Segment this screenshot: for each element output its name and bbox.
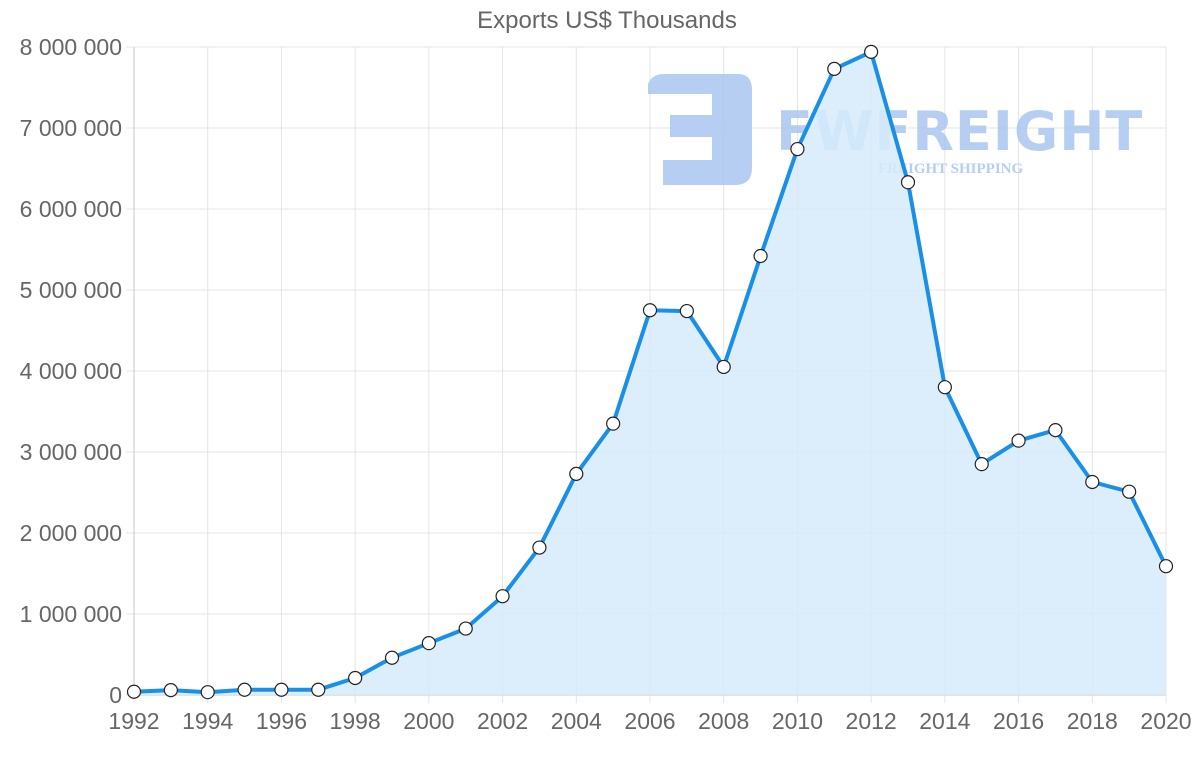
data-point-2004[interactable] — [569, 466, 584, 481]
chart-title: Exports US$ Thousands — [477, 7, 737, 34]
x-tick-label: 2012 — [846, 708, 897, 734]
data-points — [126, 44, 1174, 700]
x-tick-label: 2020 — [1140, 708, 1191, 734]
y-tick-label: 3 000 000 — [20, 439, 122, 465]
data-point-2020[interactable] — [1158, 559, 1174, 574]
data-point-2015[interactable] — [974, 457, 989, 472]
data-point-2001[interactable] — [458, 621, 473, 636]
y-tick-label: 8 000 000 — [20, 34, 122, 60]
x-tick-label: 1994 — [182, 708, 233, 734]
fwfreight-logo-icon — [648, 74, 752, 185]
y-tick-label: 5 000 000 — [20, 277, 122, 303]
data-point-2019[interactable] — [1122, 484, 1137, 499]
x-axis-ticks: 1992 1994 1996 1998 2000 2002 2004 2006 2008 2010… — [108, 708, 1191, 734]
y-tick-label: 7 000 000 — [20, 115, 122, 141]
data-point-2018[interactable] — [1085, 474, 1100, 490]
x-tick-label: 2014 — [919, 708, 970, 734]
x-tick-label: 1996 — [256, 708, 307, 734]
x-tick-label: 2006 — [624, 708, 675, 734]
data-point-2016[interactable] — [1011, 433, 1026, 448]
data-point-2017[interactable] — [1048, 423, 1063, 438]
data-point-1997[interactable] — [311, 682, 326, 697]
x-tick-label: 2018 — [1067, 708, 1118, 734]
y-tick-label: 0 — [109, 682, 122, 708]
x-tick-label: 2016 — [993, 708, 1044, 734]
y-axis-ticks: 0 1 000 000 2 000 000 3 000 000 4 000 000 5 0… — [20, 34, 122, 708]
data-point-1992[interactable] — [126, 684, 142, 699]
data-point-1998[interactable] — [348, 670, 363, 686]
x-tick-label: 2010 — [772, 708, 823, 734]
y-tick-label: 2 000 000 — [20, 520, 122, 546]
data-point-2013[interactable] — [900, 175, 916, 190]
watermark-tagline: FREIGHT SHIPPING — [878, 161, 1023, 177]
data-point-2012[interactable] — [864, 44, 879, 59]
data-point-2006[interactable] — [642, 303, 658, 318]
area-fill — [134, 51, 1166, 695]
y-tick-label: 1 000 000 — [20, 601, 122, 627]
area-path — [134, 51, 1166, 695]
data-point-2007[interactable] — [679, 303, 694, 319]
data-point-2008[interactable] — [716, 359, 731, 375]
data-point-2010[interactable] — [790, 141, 805, 157]
data-point-1994[interactable] — [200, 685, 215, 700]
x-tick-label: 2000 — [403, 708, 454, 734]
data-point-2005[interactable] — [606, 416, 621, 431]
x-tick-label: 2008 — [698, 708, 749, 734]
data-point-2009[interactable] — [753, 248, 768, 264]
x-tick-label: 2004 — [551, 708, 602, 734]
data-point-2000[interactable] — [421, 636, 436, 651]
y-tick-label: 6 000 000 — [20, 196, 122, 222]
data-point-2011[interactable] — [827, 61, 842, 76]
x-tick-label: 2002 — [477, 708, 528, 734]
data-point-1993[interactable] — [163, 683, 178, 698]
data-point-1995[interactable] — [237, 682, 252, 697]
x-tick-label: 1992 — [108, 708, 159, 734]
data-point-1999[interactable] — [384, 650, 400, 665]
x-tick-label: 1998 — [330, 708, 381, 734]
data-point-2002[interactable] — [495, 589, 510, 604]
data-point-2003[interactable] — [532, 540, 547, 555]
data-point-2014[interactable] — [937, 380, 952, 395]
data-point-1996[interactable] — [274, 682, 289, 697]
y-tick-label: 4 000 000 — [20, 358, 122, 384]
